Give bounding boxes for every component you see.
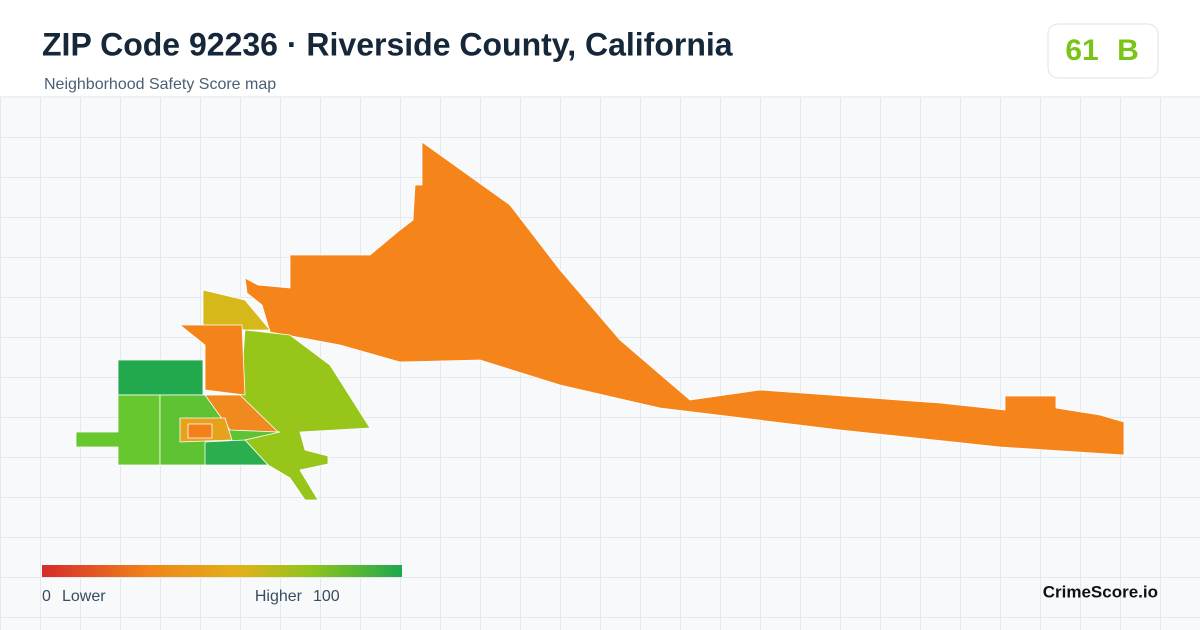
legend-max: 100: [313, 588, 340, 605]
region: [244, 141, 1125, 456]
subtitle: Neighborhood Safety Score map: [44, 76, 276, 93]
header-bg: [0, 0, 1200, 96]
region: [187, 423, 213, 439]
brand: CrimeScore.io: [1043, 582, 1158, 601]
legend-gradient: [42, 565, 402, 577]
region: [202, 289, 271, 331]
title: ZIP Code 92236 · Riverside County, Calif…: [42, 26, 733, 62]
region: [117, 359, 204, 396]
legend-min: 0: [42, 588, 51, 605]
score-badge: [1047, 23, 1159, 79]
legend-min-label: Lower: [62, 588, 106, 605]
legend-max-label: Higher: [255, 588, 303, 605]
score: 61: [1065, 34, 1098, 67]
region: [204, 439, 269, 466]
region: [179, 324, 246, 396]
grade: B: [1117, 34, 1139, 67]
zip-map: [75, 141, 1125, 501]
